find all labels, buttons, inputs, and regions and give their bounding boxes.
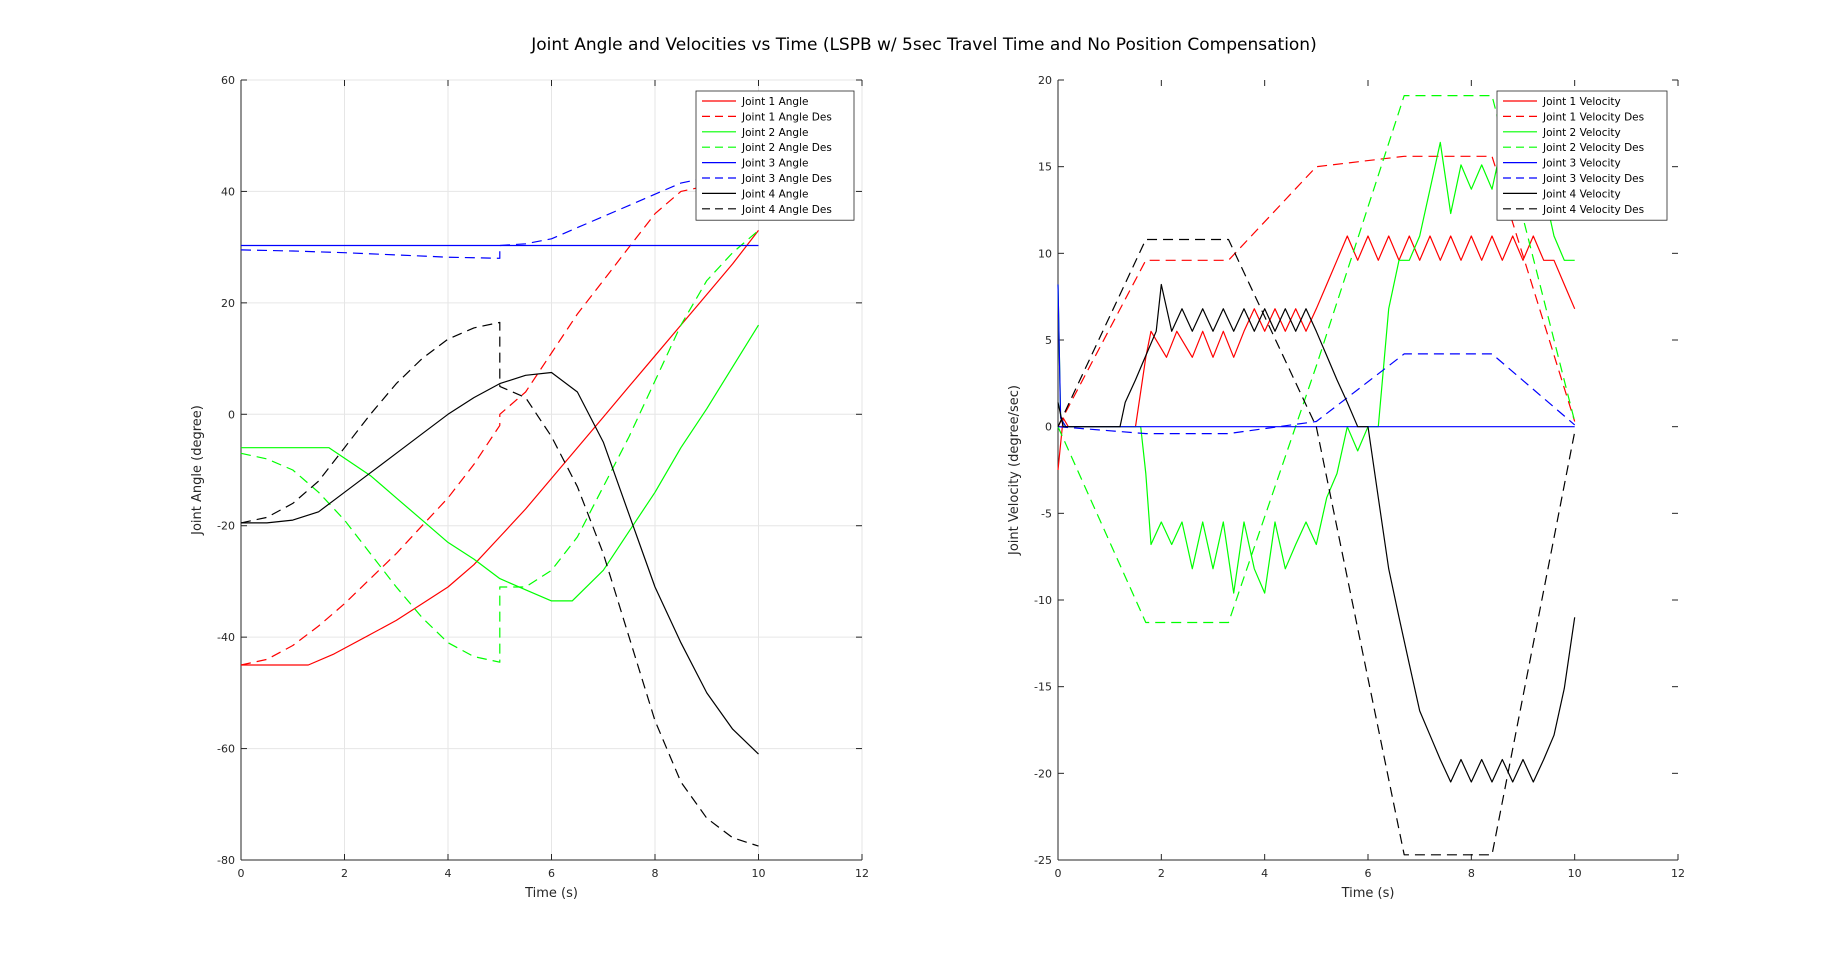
series-line-joint-4-angle xyxy=(241,371,759,755)
legend-box xyxy=(1496,90,1668,221)
series-line-joint-1-angle-des xyxy=(240,182,759,666)
legend-label: Joint 3 Velocity xyxy=(1542,158,1621,170)
legend-label: Joint 2 Angle Des xyxy=(741,142,832,154)
x-tick-label: 0 xyxy=(1055,867,1062,880)
legend-label: Joint 3 Velocity Des xyxy=(1542,173,1644,185)
x-tick-label: 4 xyxy=(1261,867,1268,880)
legend-label: Joint 1 Velocity xyxy=(1542,96,1621,108)
y-tick-label: 20 xyxy=(1038,74,1052,87)
series-line-joint-3-velocity-des xyxy=(1057,353,1576,435)
legend-label: Joint 2 Angle xyxy=(741,127,808,139)
y-tick-label: 15 xyxy=(1038,161,1052,174)
y-tick-label: 20 xyxy=(221,297,235,310)
legend-label: Joint 1 Angle Des xyxy=(741,111,832,123)
legend-label: Joint 3 Angle xyxy=(741,158,808,170)
series-line-joint-4-velocity-des xyxy=(1057,238,1576,856)
x-tick-label: 8 xyxy=(1468,867,1475,880)
series-line-joint-2-angle-des xyxy=(240,229,759,663)
legend-label: Joint 4 Angle Des xyxy=(741,204,832,216)
x-tick-label: 2 xyxy=(1158,867,1165,880)
series-line-joint-2-velocity-des xyxy=(1057,94,1576,624)
series-line-joint-2-angle xyxy=(241,324,760,602)
y-tick-label: 5 xyxy=(1045,334,1052,347)
legend-label: Joint 3 Angle Des xyxy=(741,173,832,185)
legend-label: Joint 1 Velocity Des xyxy=(1542,111,1644,123)
legend-label: Joint 4 Angle xyxy=(741,188,808,200)
figure-title: Joint Angle and Velocities vs Time (LSPB… xyxy=(530,35,1316,55)
velocity-plot: 0 2 4 6 8 10 12 -25 -20 -15 -10 -5 0 5 10 15 20 Time (s) J… xyxy=(1007,74,1685,901)
x-tick-label: 4 xyxy=(445,867,452,880)
x-tick-label: 12 xyxy=(855,867,869,880)
y-axis-label: Joint Angle (degree) xyxy=(190,405,205,536)
y-axis-label: Joint Velocity (degree/sec) xyxy=(1007,385,1022,556)
x-tick-label: 0 xyxy=(238,867,245,880)
legend-label: Joint 2 Velocity xyxy=(1542,127,1621,139)
y-tick-label: -10 xyxy=(1034,594,1052,607)
x-tick-label: 10 xyxy=(752,867,766,880)
series-line-joint-3-velocity xyxy=(1057,284,1575,428)
y-tick-label: 60 xyxy=(221,74,235,87)
y-tick-label: 40 xyxy=(221,185,235,198)
x-tick-label: 2 xyxy=(341,867,348,880)
y-tick-label: 0 xyxy=(1045,421,1052,434)
y-tick-label: -40 xyxy=(217,631,235,644)
y-tick-label: -25 xyxy=(1034,854,1052,867)
y-tick-label: -80 xyxy=(217,854,235,867)
y-tick-label: -20 xyxy=(217,520,235,533)
x-axis-label: Time (s) xyxy=(1341,886,1395,901)
legend-label: Joint 4 Velocity Des xyxy=(1542,204,1644,216)
series-line-joint-4-angle-des xyxy=(240,321,759,847)
y-tick-label: 10 xyxy=(1038,247,1052,260)
y-tick-label: 0 xyxy=(228,408,235,421)
x-tick-label: 6 xyxy=(1365,867,1372,880)
angle-plot: 0 2 4 6 8 10 12 -80 -60 -40 -20 0 20 40 60 Time (s) Join… xyxy=(190,74,869,901)
x-tick-label: 10 xyxy=(1568,867,1582,880)
legend-label: Joint 1 Angle xyxy=(741,96,808,108)
series-line-joint-4-velocity xyxy=(1057,283,1576,783)
x-tick-label: 6 xyxy=(548,867,555,880)
series-line-joint-1-velocity xyxy=(1057,235,1576,471)
x-axis-label: Time (s) xyxy=(524,886,578,901)
y-tick-label: -15 xyxy=(1034,681,1052,694)
x-tick-label: 12 xyxy=(1671,867,1685,880)
legend-label: Joint 2 Velocity Des xyxy=(1542,142,1644,154)
y-tick-label: -5 xyxy=(1041,507,1052,520)
series-line-joint-3-angle-des xyxy=(240,174,759,259)
legend-box xyxy=(695,90,855,221)
x-tick-label: 8 xyxy=(652,867,659,880)
legend-label: Joint 4 Velocity xyxy=(1542,188,1621,200)
series-line-joint-2-velocity xyxy=(1057,141,1575,594)
y-tick-label: -60 xyxy=(217,743,235,756)
y-tick-label: -20 xyxy=(1034,767,1052,780)
